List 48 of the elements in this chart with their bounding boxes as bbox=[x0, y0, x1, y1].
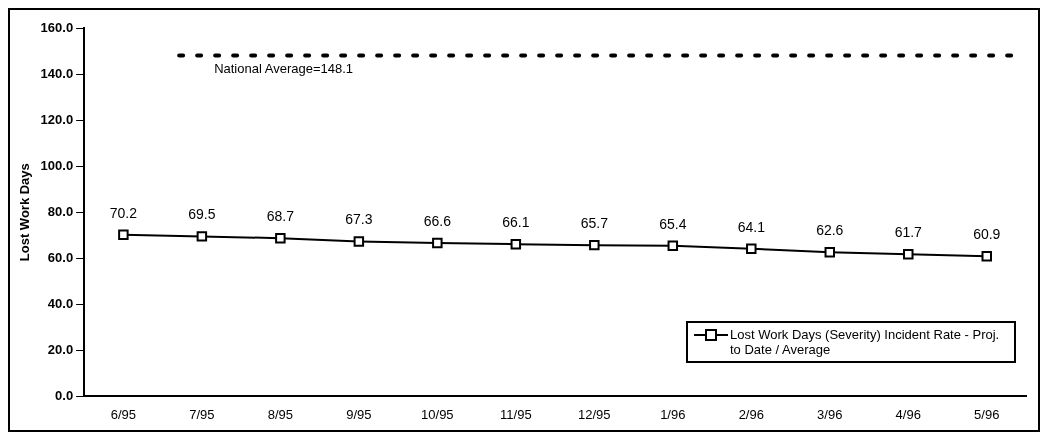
data-label: 66.1 bbox=[502, 214, 530, 231]
point bbox=[746, 243, 757, 255]
point bbox=[589, 239, 600, 251]
data-label: 67.3 bbox=[345, 211, 373, 228]
x-tick-label: 4/96 bbox=[895, 406, 921, 422]
x-tick-label: 8/95 bbox=[267, 406, 294, 422]
x-tick-label: 3/96 bbox=[817, 406, 843, 422]
x-tick-label: 11/95 bbox=[500, 406, 532, 422]
x-tick-label: 2/96 bbox=[738, 406, 764, 422]
x-tick-label: 6/95 bbox=[110, 406, 137, 422]
ref-line-label: National Average=148.1 bbox=[214, 61, 354, 77]
x-tick-label: 10/95 bbox=[421, 406, 454, 422]
x-tick-label: 5/96 bbox=[974, 406, 1000, 422]
data-label: 65.7 bbox=[580, 214, 609, 231]
point bbox=[824, 247, 836, 258]
point bbox=[981, 250, 992, 262]
data-label: 68.7 bbox=[266, 208, 295, 225]
data-label: 61.7 bbox=[894, 224, 923, 241]
point bbox=[118, 229, 129, 241]
y-axis-title: Lost Work Days bbox=[17, 163, 33, 262]
point bbox=[510, 238, 522, 250]
y-tick-label: 20.0 bbox=[47, 341, 74, 357]
data-label: 70.2 bbox=[109, 204, 138, 221]
y-tick-label: 80.0 bbox=[47, 203, 74, 219]
legend-label: Lost Work Days (Severity) Incident Rate - Proj. to Date / Average bbox=[730, 327, 1001, 358]
x-tick-label: 9/95 bbox=[346, 406, 372, 422]
y-tick-label: 140.0 bbox=[40, 65, 74, 81]
point bbox=[432, 237, 443, 249]
y-tick-label: 160.0 bbox=[40, 19, 74, 35]
point bbox=[903, 249, 914, 260]
data-label: 65.4 bbox=[659, 215, 687, 232]
y-tick-label: 120.0 bbox=[40, 111, 74, 127]
data-label: 69.5 bbox=[188, 206, 216, 223]
data-label: 60.9 bbox=[973, 226, 1001, 243]
data-label: 62.6 bbox=[816, 222, 844, 239]
x-tick-label: 12/95 bbox=[578, 406, 611, 422]
y-tick-label: 40.0 bbox=[47, 295, 74, 311]
y-tick-label: 0.0 bbox=[55, 387, 74, 403]
y-tick-label: 60.0 bbox=[47, 249, 74, 265]
y-tick-label: 100.0 bbox=[40, 157, 74, 173]
x-tick-label: 7/95 bbox=[189, 406, 215, 422]
x-tick-label: 1/96 bbox=[660, 406, 686, 422]
data-label: 66.6 bbox=[423, 212, 452, 229]
point bbox=[353, 236, 365, 247]
data-label: 64.1 bbox=[737, 218, 766, 235]
point bbox=[196, 231, 208, 242]
point bbox=[275, 232, 286, 244]
point bbox=[667, 240, 679, 252]
